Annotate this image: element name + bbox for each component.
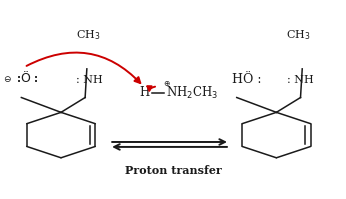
Text: Ö: Ö	[20, 72, 30, 85]
Text: NH$_2$CH$_3$: NH$_2$CH$_3$	[166, 85, 219, 101]
Text: CH$_3$: CH$_3$	[286, 28, 311, 42]
Text: : NH: : NH	[287, 75, 313, 85]
Text: CH$_3$: CH$_3$	[76, 28, 101, 42]
Text: $\ominus$: $\ominus$	[3, 74, 12, 84]
Text: HÖ :: HÖ :	[232, 73, 262, 86]
Text: $\oplus$: $\oplus$	[163, 79, 170, 88]
FancyArrowPatch shape	[27, 53, 140, 83]
Text: Proton transfer: Proton transfer	[125, 165, 221, 176]
Text: $\mathbf{:}$: $\mathbf{:}$	[32, 74, 38, 84]
Text: H: H	[140, 86, 150, 99]
Text: $\mathbf{:}$: $\mathbf{:}$	[15, 74, 21, 84]
Text: : NH: : NH	[76, 75, 102, 85]
FancyArrowPatch shape	[147, 86, 155, 91]
